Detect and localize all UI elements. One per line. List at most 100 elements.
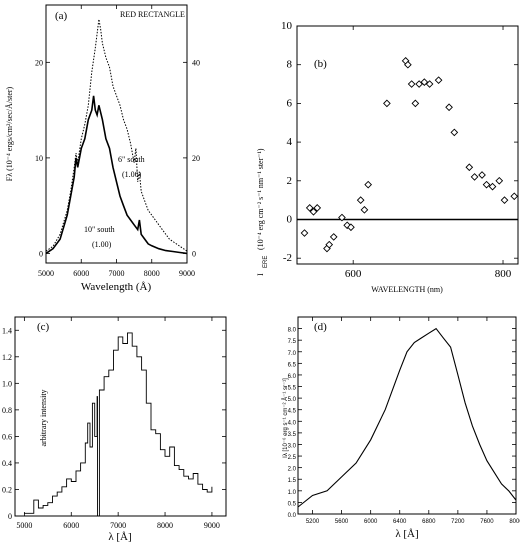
d-ytick-label: 6.5 xyxy=(288,362,297,368)
a-y2tick-label: 20 xyxy=(192,154,200,163)
a-xtick-label: 5000 xyxy=(38,269,54,278)
data-point-b xyxy=(478,171,486,179)
b-ytick-label: -2 xyxy=(283,252,292,264)
x-axis-label-d: λ [Å] xyxy=(395,528,418,540)
c-ytick-label: 1.4 xyxy=(2,326,12,335)
b-ytick-label: 6 xyxy=(287,97,293,109)
series-line-a-0 xyxy=(45,19,188,252)
series-line-a-1 xyxy=(45,95,188,255)
c-xtick-label: 7000 xyxy=(110,521,126,530)
data-point-b xyxy=(364,180,373,189)
d-ytick-label: 0.5 xyxy=(288,501,297,507)
data-point-b xyxy=(425,80,434,88)
a-y2tick-label: 0 xyxy=(192,249,196,258)
a-xtick-label: 8000 xyxy=(144,269,160,278)
c-ytick-label: 1.0 xyxy=(2,379,12,388)
data-point-b xyxy=(445,103,453,112)
series-b xyxy=(297,56,519,253)
y-axis-label-b-sub: ERE xyxy=(263,256,269,268)
a-ytick-label: 10 xyxy=(35,154,43,163)
c-ytick-label: 0.2 xyxy=(2,485,12,494)
ticks-a: 5000 6000 7000 8000 9000 0 10 20 0 20 40 xyxy=(35,5,200,278)
data-point-b xyxy=(309,207,318,216)
data-point-b xyxy=(488,182,497,191)
annotation-6south-ratio: (1.06) xyxy=(122,170,142,179)
d-ytick-label: 3.5 xyxy=(288,432,297,438)
data-point-b xyxy=(343,221,352,230)
c-ytick-label: 1.2 xyxy=(2,353,12,362)
d-ytick-label: 1.0 xyxy=(288,490,297,496)
panel-label-a: (a) xyxy=(55,10,68,22)
data-point-b xyxy=(325,240,334,249)
series-line-d xyxy=(297,327,517,508)
plot-frame-b xyxy=(296,25,519,265)
data-point-b xyxy=(338,213,346,222)
b-ytick-label: 8 xyxy=(287,59,293,71)
a-xtick-label: 9000 xyxy=(179,269,195,278)
data-point-b xyxy=(347,223,355,232)
b-ytick-label: 2 xyxy=(287,175,293,187)
c-xtick-label: 5000 xyxy=(16,521,32,530)
y-axis-label-d: Iλ [10⁻⁶ erg s⁻¹ cm⁻² Å⁻¹ sr⁻¹] xyxy=(282,378,289,458)
ticks-b: 600 800 -2 0 2 4 6 8 10 xyxy=(281,20,518,280)
b-xtick-label: 600 xyxy=(345,268,362,280)
d-ytick-label: 3.0 xyxy=(288,443,297,449)
plot-frame-a xyxy=(45,4,188,264)
series-c xyxy=(24,332,213,517)
plot-frame-c xyxy=(14,316,227,517)
d-ytick-label: 2.5 xyxy=(288,455,297,461)
ticks-d: 5200 5600 6000 6400 6800 7200 7600 8000 0.0 0.5 1.… xyxy=(288,317,520,525)
d-ytick-label: 0.0 xyxy=(288,513,297,519)
b-ytick-label: 10 xyxy=(281,20,293,32)
panel-c: 5000 6000 7000 8000 9000 0 0.2 0.4 0.6 0.8 1.0 1.2 1… xyxy=(2,316,227,543)
c-ytick-label: 0.8 xyxy=(2,406,12,415)
data-point-b xyxy=(407,80,416,88)
b-xtick-label: 800 xyxy=(495,268,512,280)
data-point-b xyxy=(313,204,322,212)
c-ytick-label: 0 xyxy=(8,512,12,521)
data-point-b xyxy=(360,205,369,214)
a-xtick-label: 7000 xyxy=(109,269,125,278)
d-ytick-label: 4.0 xyxy=(288,420,297,426)
data-point-b xyxy=(404,60,412,69)
series-a xyxy=(45,19,188,255)
data-point-b xyxy=(500,196,509,204)
panel-label-c: (c) xyxy=(37,321,50,333)
annotation-10south: 10" south xyxy=(84,225,115,234)
c-ytick-label: 0.6 xyxy=(2,432,12,441)
chart-title-a: RED RECTANGLE xyxy=(120,10,185,19)
data-point-b xyxy=(495,176,504,185)
data-point-b xyxy=(300,229,309,237)
data-point-b xyxy=(305,204,314,212)
annotation-10south-ratio: (1.00) xyxy=(92,240,112,249)
data-point-b xyxy=(383,99,391,108)
c-ytick-label: 0.4 xyxy=(2,459,12,468)
d-ytick-label: 2.0 xyxy=(288,467,297,473)
data-point-b xyxy=(450,128,459,137)
x-axis-label-a: Wavelength (Å) xyxy=(81,281,152,293)
b-ytick-label: 0 xyxy=(287,213,293,225)
d-xtick-label: 6000 xyxy=(364,519,378,525)
d-ytick-label: 8.0 xyxy=(288,328,297,334)
plot-frame-d xyxy=(297,316,517,515)
y-axis-label-b-main: I xyxy=(256,273,265,276)
data-point-b xyxy=(482,180,491,189)
d-ytick-label: 4.5 xyxy=(288,409,297,415)
a-ytick-label: 20 xyxy=(35,58,43,67)
a-xtick-label: 6000 xyxy=(73,269,89,278)
data-point-b xyxy=(465,163,474,172)
data-point-b xyxy=(510,192,519,201)
y-axis-label-b-units: (10⁻⁴ erg cm⁻² s⁻¹ nm⁻¹ ster⁻¹) xyxy=(256,148,265,250)
b-ytick-label: 4 xyxy=(287,136,293,148)
c-xtick-label: 9000 xyxy=(204,521,220,530)
panel-b: 600 800 -2 0 2 4 6 8 10 (b) WAVELENGTH (nm) I ER… xyxy=(256,20,519,294)
d-xtick-label: 7600 xyxy=(480,519,494,525)
d-ytick-label: 1.5 xyxy=(288,478,297,484)
panel-label-b: (b) xyxy=(314,58,327,70)
series-d xyxy=(297,327,517,508)
data-point-b xyxy=(356,196,365,204)
a-y2tick-label: 40 xyxy=(192,58,200,67)
d-xtick-label: 7200 xyxy=(451,519,465,525)
annotation-6south: 6" south xyxy=(118,155,145,164)
